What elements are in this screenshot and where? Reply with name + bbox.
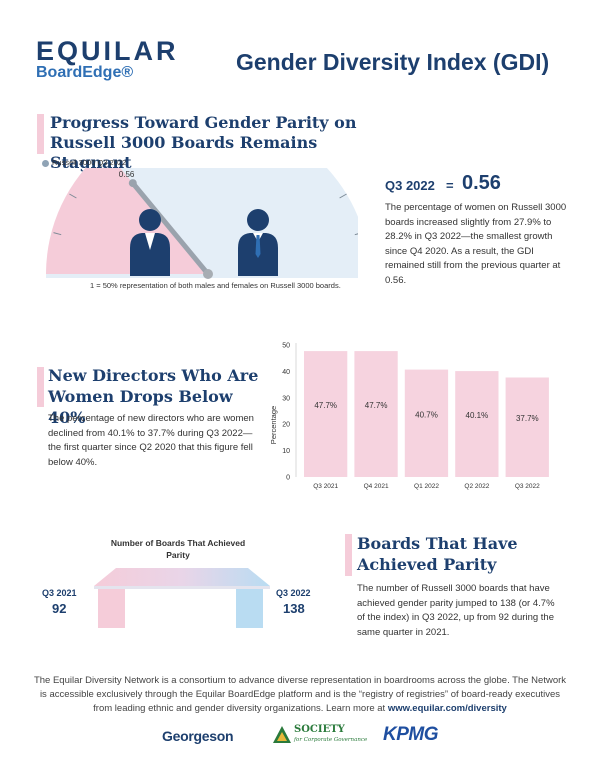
parity-table-graphic bbox=[94, 568, 270, 628]
society-logo-icon bbox=[273, 726, 291, 743]
society-logo-name: SOCIETY bbox=[294, 724, 345, 735]
chart-y-tick-label: 0 bbox=[286, 475, 290, 482]
chart-y-axis-label: Percentage bbox=[269, 406, 278, 444]
section-title-gdi: Progress Toward Gender Parity on Russell… bbox=[50, 113, 357, 172]
chart-y-tick-label: 20 bbox=[282, 422, 290, 429]
gauge-tick bbox=[53, 232, 62, 236]
parity-left-value: 92 bbox=[52, 601, 67, 616]
society-logo-subtitle: for Corporate Governance bbox=[294, 737, 368, 743]
chart-data-label: 47.7% bbox=[314, 401, 337, 410]
section-accent-bar bbox=[37, 367, 44, 407]
chart-bar bbox=[455, 371, 499, 477]
chart-y-tick-label: 40 bbox=[282, 369, 290, 376]
gauge-value-label: 0.56 bbox=[119, 170, 135, 179]
chart-data-label: 40.1% bbox=[466, 411, 489, 420]
chart-bar bbox=[304, 351, 348, 477]
parity-graphic-title: Number of Boards That Achieved Parity bbox=[110, 538, 246, 560]
chart-x-tick-label: Q1 2022 bbox=[414, 483, 439, 490]
section-accent-bar bbox=[345, 534, 352, 576]
gauge-needle-tip bbox=[128, 179, 137, 188]
section-body-gdi: The percentage of women on Russell 3000 … bbox=[385, 202, 567, 286]
highlight-equals: = bbox=[446, 178, 454, 193]
new-directors-bar-chart: Percentage 0 10 20 30 40 50 47.7% 47.7% 40.7% 40… bbox=[269, 343, 549, 490]
georgeson-logo: Georgeson bbox=[162, 728, 234, 744]
chart-bar bbox=[505, 377, 549, 477]
chart-bar bbox=[354, 351, 398, 477]
footer-link[interactable]: www.equilar.com/diversity bbox=[387, 703, 507, 714]
gdi-gauge: 0.56 bbox=[46, 168, 358, 279]
section-body-parity: The number of Russell 3000 boards that h… bbox=[357, 583, 555, 638]
page-title: Gender Diversity Index (GDI) bbox=[236, 49, 550, 75]
footer-description: The Equilar Diversity Network is a conso… bbox=[33, 675, 567, 714]
female-figure-icon bbox=[130, 209, 170, 276]
footer-text: The Equilar Diversity Network is a conso… bbox=[30, 674, 570, 716]
gauge-footnote: 1 = 50% representation of both males and… bbox=[90, 281, 341, 290]
chart-bar bbox=[404, 369, 449, 477]
chart-x-tick-label: Q4 2021 bbox=[364, 483, 389, 490]
legend-label: Russell 3000 Q3 2022 bbox=[52, 158, 127, 167]
gauge-needle bbox=[130, 181, 210, 276]
chart-data-label: 37.7% bbox=[516, 414, 539, 423]
gauge-tick bbox=[339, 193, 347, 199]
chart-x-tick-label: Q2 2022 bbox=[464, 483, 489, 490]
parity-right-value: 138 bbox=[283, 601, 305, 616]
section-accent-bar bbox=[37, 114, 44, 154]
chart-x-tick-label: Q3 2021 bbox=[313, 483, 338, 490]
section-title-new-directors: New Directors Who Are Women Drops Below … bbox=[48, 366, 259, 427]
table-top bbox=[94, 568, 270, 586]
legend-dot-icon bbox=[42, 160, 49, 167]
table-leg-right bbox=[236, 589, 263, 628]
highlight-gdi-value: 0.56 bbox=[462, 172, 501, 194]
table-edge bbox=[94, 586, 270, 589]
chart-data-label: 47.7% bbox=[365, 401, 388, 410]
gauge-tick bbox=[69, 193, 77, 199]
chart-x-tick-label: Q3 2022 bbox=[515, 483, 540, 490]
chart-y-tick-label: 10 bbox=[282, 448, 290, 455]
equilar-logo: EQUILAR bbox=[36, 36, 179, 66]
parity-right-period: Q3 2022 bbox=[276, 588, 311, 598]
section-title-parity: Boards That Have Achieved Parity bbox=[357, 534, 518, 574]
chart-data-label: 40.7% bbox=[415, 410, 438, 419]
gauge-tick bbox=[354, 233, 358, 236]
chart-y-tick-label: 30 bbox=[282, 395, 290, 402]
gauge-needle-hub bbox=[203, 269, 213, 279]
parity-left-period: Q3 2021 bbox=[42, 588, 77, 598]
highlight-period-label: Q3 2022 bbox=[385, 178, 435, 193]
chart-y-tick-label: 50 bbox=[282, 343, 290, 350]
male-figure-icon bbox=[238, 209, 278, 276]
boardedge-logo: BoardEdge® bbox=[36, 64, 134, 81]
table-leg-left bbox=[98, 589, 125, 628]
section-body-new-directors: The percentage of new directors who are … bbox=[48, 413, 254, 468]
kpmg-logo: KPMG bbox=[383, 724, 439, 745]
gauge-ticks bbox=[53, 193, 358, 236]
